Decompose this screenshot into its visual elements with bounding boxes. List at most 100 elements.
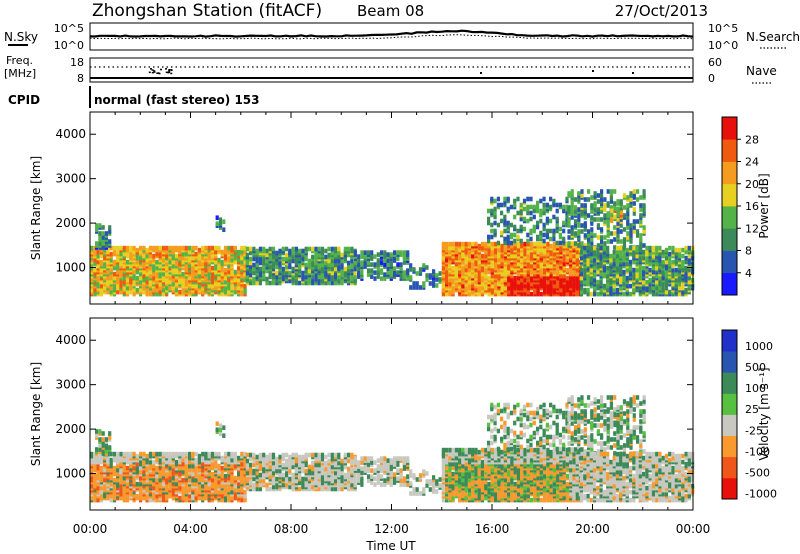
power-cell	[119, 279, 123, 285]
velocity-cell	[125, 465, 130, 471]
velocity-cell	[217, 451, 221, 457]
power-cell	[103, 261, 107, 267]
power-cell	[583, 279, 587, 285]
power-cell	[674, 267, 678, 273]
power-cell	[519, 224, 523, 230]
power-cell	[555, 208, 559, 214]
power-cell	[579, 267, 584, 273]
power-cell	[399, 250, 403, 255]
cpid-text: normal (fast stereo) 153	[94, 93, 260, 107]
nave-label: Nave	[746, 64, 777, 78]
power-cell	[599, 255, 603, 261]
power-cell	[668, 257, 672, 263]
power-cell	[125, 253, 130, 259]
power-cell	[545, 232, 549, 238]
power-cell	[301, 248, 305, 254]
power-colorbar-swatch	[722, 161, 737, 185]
power-cell	[271, 254, 276, 260]
power-cell	[636, 197, 640, 202]
power-cell	[600, 193, 604, 198]
power-cell	[632, 225, 636, 230]
power-cell	[626, 235, 630, 240]
power-cell	[555, 216, 559, 222]
power-cell	[98, 237, 102, 242]
power-cell	[586, 245, 590, 251]
power-cell	[379, 250, 384, 255]
power-cell	[583, 245, 587, 251]
power-cell	[210, 245, 215, 251]
power-cell	[409, 267, 413, 272]
power-cell	[619, 239, 623, 244]
power-cell	[240, 245, 244, 251]
power-cell	[142, 253, 146, 259]
power-cell	[642, 255, 646, 261]
power-cell	[519, 202, 523, 208]
power-cell	[458, 241, 462, 247]
power-cell	[237, 265, 241, 271]
power-cell	[625, 261, 629, 267]
velocity-cell	[109, 451, 113, 457]
power-cell	[549, 204, 553, 210]
power-cell	[330, 250, 334, 256]
power-cell	[596, 193, 600, 198]
velocity-cell	[191, 451, 195, 457]
power-cell	[389, 260, 393, 265]
power-cell	[418, 285, 423, 290]
power-cell	[526, 232, 530, 238]
power-cell	[227, 263, 231, 269]
power-cell	[648, 285, 652, 291]
power-cell	[529, 241, 534, 247]
power-cell	[471, 265, 475, 271]
power-cell	[99, 267, 103, 273]
power-cell	[632, 219, 636, 224]
power-cell	[360, 270, 364, 275]
power-cell	[445, 279, 449, 285]
power-cell	[681, 259, 685, 265]
power-cell	[474, 273, 478, 279]
power-cell	[108, 239, 112, 244]
power-cell	[494, 241, 498, 247]
power-cell	[529, 291, 534, 297]
power-cell	[161, 245, 166, 251]
power-cell	[687, 259, 691, 265]
power-cell	[379, 276, 384, 281]
power-ytick-label: 4000	[55, 127, 86, 141]
nave-tick-bottom: 0	[708, 72, 715, 85]
power-cell	[304, 246, 308, 252]
power-cell	[552, 236, 556, 242]
power-cell	[565, 214, 569, 220]
velocity-cell	[155, 457, 159, 463]
power-cell	[642, 249, 646, 255]
velocity-cell	[220, 473, 224, 479]
power-cell	[471, 283, 475, 289]
power-cell	[684, 245, 688, 251]
power-cell	[99, 283, 103, 289]
power-cell	[577, 213, 581, 218]
power-cell	[600, 227, 604, 232]
power-cell	[363, 260, 367, 265]
power-cell	[655, 265, 659, 271]
freq-panel: Freq. [MHz] 18 8 60 0 Nave	[4, 54, 777, 85]
power-cell	[579, 271, 584, 277]
power-cell	[651, 269, 655, 275]
power-cell	[474, 287, 478, 293]
power-cell	[451, 289, 455, 295]
power-cell	[252, 256, 256, 262]
velocity-cell	[249, 466, 253, 472]
power-cell	[373, 262, 377, 267]
velocity-cell	[161, 493, 166, 499]
power-cell	[90, 245, 94, 251]
power-cell	[506, 224, 510, 230]
power-cell	[589, 255, 593, 261]
power-cell	[593, 261, 597, 267]
power-cell	[496, 202, 500, 208]
power-cell	[565, 210, 569, 216]
power-cell	[587, 189, 591, 194]
power-cell	[288, 278, 292, 284]
power-cell	[639, 213, 643, 218]
power-cell	[613, 214, 617, 220]
power-cell	[243, 255, 247, 261]
power-cell	[587, 243, 591, 248]
velocity-cell	[152, 463, 156, 469]
power-cell	[619, 199, 623, 204]
